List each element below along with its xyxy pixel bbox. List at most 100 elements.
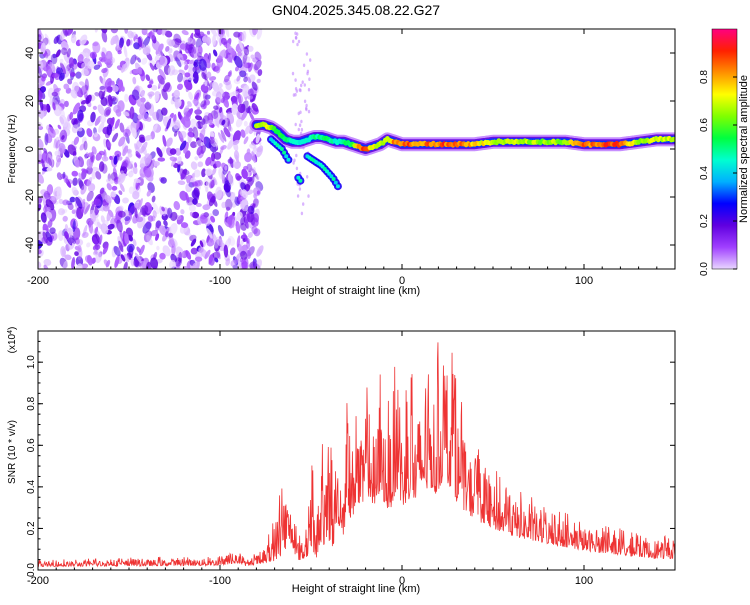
noise-blob — [157, 75, 165, 85]
noise-blob — [87, 152, 94, 158]
noise-blob — [52, 53, 57, 59]
noise-blob — [201, 35, 208, 43]
noise-blob — [92, 41, 101, 54]
noise-blob — [49, 227, 56, 235]
noise-blob — [219, 106, 223, 114]
noise-speck — [307, 194, 310, 198]
noise-blob — [137, 114, 143, 120]
noise-blob — [175, 246, 184, 259]
noise-blob — [64, 231, 69, 240]
noise-blob — [177, 72, 184, 83]
noise-blob — [163, 220, 168, 227]
noise-blob — [142, 47, 151, 56]
noise-blob — [238, 39, 244, 52]
noise-blob — [111, 85, 119, 92]
noise-blob — [201, 72, 207, 80]
noise-blob — [45, 231, 53, 243]
noise-blob — [244, 125, 251, 135]
noise-blob — [52, 73, 60, 78]
noise-blob — [46, 206, 51, 211]
noise-blob — [69, 196, 76, 203]
snr-scale-close: ) — [7, 327, 18, 330]
noise-blob — [128, 204, 136, 216]
noise-blob — [256, 78, 261, 84]
colorbar-tick-label: 0.6 — [699, 118, 710, 132]
snr-ytick-label: 0.0 — [26, 563, 37, 577]
noise-blob — [97, 61, 102, 66]
noise-blob — [156, 245, 160, 251]
noise-speck — [306, 69, 310, 74]
noise-blob — [158, 56, 166, 65]
noise-blob — [130, 160, 134, 173]
noise-speck — [295, 166, 299, 171]
noise-blob — [210, 232, 218, 243]
noise-blob — [225, 187, 231, 198]
noise-blob — [201, 118, 206, 125]
noise-blob — [165, 45, 170, 52]
noise-blob — [101, 47, 107, 53]
noise-blob — [81, 231, 89, 239]
noise-blob — [150, 229, 159, 237]
noise-blob — [183, 79, 193, 91]
noise-blob — [88, 221, 94, 234]
noise-blob — [92, 105, 98, 111]
noise-blob — [243, 76, 248, 83]
noise-blob — [111, 185, 118, 191]
noise-blob — [46, 124, 50, 131]
snr-ytick-label: 0.4 — [26, 479, 37, 493]
noise-blob — [185, 182, 193, 193]
noise-blob — [99, 85, 106, 90]
noise-blob — [102, 244, 109, 255]
noise-blob — [80, 184, 87, 195]
noise-blob — [220, 145, 227, 150]
noise-blob — [240, 222, 247, 231]
noise-blob — [72, 81, 80, 93]
noise-blob — [92, 244, 101, 251]
noise-blob — [211, 167, 217, 176]
noise-blob — [190, 118, 199, 130]
colorbar-ticks: 0.0 0.2 0.4 0.6 0.8 — [699, 70, 737, 276]
noise-blob — [192, 71, 199, 84]
noise-blob — [192, 98, 198, 105]
noise-blob — [242, 53, 248, 64]
noise-blob — [133, 42, 140, 50]
branch-cell — [333, 180, 338, 185]
noise-blob — [41, 152, 49, 164]
noise-speck — [303, 99, 307, 104]
noise-blob — [184, 64, 189, 71]
noise-blob — [115, 36, 120, 49]
noise-blob — [134, 207, 138, 219]
noise-blob — [190, 247, 198, 255]
noise-blob — [212, 209, 220, 217]
noise-blob — [119, 205, 124, 211]
noise-blob — [118, 240, 124, 253]
noise-blob — [215, 192, 221, 198]
noise-blob — [86, 191, 94, 202]
noise-speck — [305, 52, 309, 56]
noise-blob — [86, 128, 93, 138]
noise-blob — [118, 190, 123, 195]
noise-blob — [234, 66, 240, 72]
noise-blob — [66, 48, 71, 58]
noise-blob — [134, 202, 140, 208]
noise-blob — [86, 242, 91, 248]
snr-data — [38, 342, 675, 568]
noise-blob — [80, 99, 87, 105]
noise-blob — [236, 175, 242, 180]
noise-blob — [71, 124, 79, 134]
noise-blob — [110, 172, 118, 181]
noise-blob — [177, 180, 186, 186]
noise-blob — [229, 247, 236, 256]
noise-blob — [132, 166, 138, 175]
noise-blob — [109, 95, 117, 102]
noise-blob — [114, 118, 120, 129]
noise-blob — [256, 190, 261, 195]
spectrogram-xtick-label: -200 — [27, 275, 49, 287]
noise-blob — [102, 205, 110, 212]
noise-blob — [256, 29, 263, 40]
noise-blob — [192, 198, 198, 205]
noise-blob — [130, 258, 135, 267]
noise-blob — [125, 156, 131, 164]
snr-ytick-label: 0.2 — [26, 521, 37, 535]
